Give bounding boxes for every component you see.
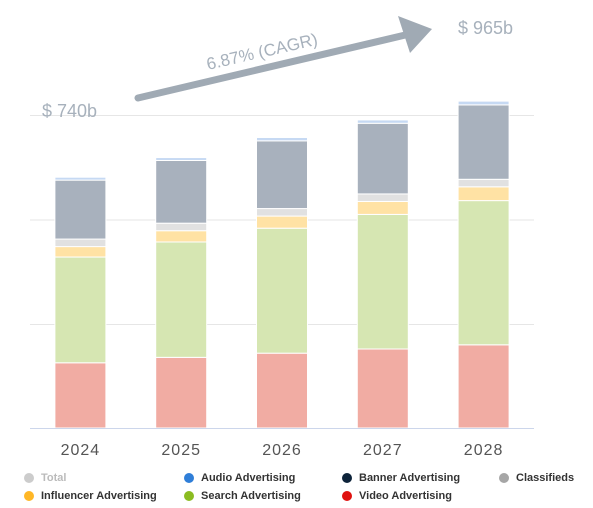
bar-segment-search-advertising-2028[interactable] bbox=[457, 200, 510, 346]
legend-label: Audio Advertising bbox=[201, 472, 296, 484]
annotations: $ 740b $ 965b 6.87% (CAGR) bbox=[42, 16, 513, 121]
bar-segment-influencer-advertising-2025[interactable] bbox=[155, 230, 208, 243]
bar-segment-video-advertising-2027[interactable] bbox=[356, 348, 409, 429]
bar-segment-audio-advertising-2025[interactable] bbox=[155, 157, 208, 161]
bar-segment-influencer-advertising-2024[interactable] bbox=[54, 246, 107, 258]
legend-label: Search Advertising bbox=[201, 490, 301, 502]
bar-segment-influencer-advertising-2028[interactable] bbox=[457, 186, 510, 202]
stacked-bars bbox=[54, 100, 510, 429]
legend-dot-icon bbox=[342, 491, 352, 501]
bar-segment-banner-advertising-2025[interactable] bbox=[155, 159, 208, 224]
bar-segment-video-advertising-2025[interactable] bbox=[155, 356, 208, 429]
legend-dot-icon bbox=[499, 473, 509, 483]
x-tick-label: 2026 bbox=[262, 442, 302, 459]
legend-dot-icon bbox=[24, 473, 34, 483]
legend-item-classifieds[interactable]: Classifieds bbox=[499, 472, 574, 484]
legend-label: Total bbox=[41, 472, 67, 484]
legend-dot-icon bbox=[342, 473, 352, 483]
bar-segment-classifieds-2027[interactable] bbox=[356, 193, 409, 202]
legend-label: Influencer Advertising bbox=[41, 490, 157, 502]
bar-segment-audio-advertising-2024[interactable] bbox=[54, 176, 107, 181]
bar-segment-influencer-advertising-2027[interactable] bbox=[356, 200, 409, 215]
bar-segment-banner-advertising-2027[interactable] bbox=[356, 122, 409, 195]
bar-segment-search-advertising-2024[interactable] bbox=[54, 256, 107, 364]
legend-label: Video Advertising bbox=[359, 490, 452, 502]
legend-item-influencer-advertising[interactable]: Influencer Advertising bbox=[24, 490, 157, 502]
bar-segment-audio-advertising-2028[interactable] bbox=[457, 100, 510, 106]
bar-segment-video-advertising-2028[interactable] bbox=[457, 344, 510, 429]
bar-segment-video-advertising-2026[interactable] bbox=[256, 352, 308, 429]
legend-dot-icon bbox=[24, 491, 34, 501]
chart-area: 2024 2025 2026 2027 2028 $ 740b $ 965b 6.87%… bbox=[30, 16, 534, 459]
x-tick-label: 2028 bbox=[464, 442, 504, 459]
end-value-label: $ 965b bbox=[458, 18, 513, 38]
bar-segment-banner-advertising-2024[interactable] bbox=[54, 179, 107, 240]
cagr-arrow-line bbox=[134, 28, 422, 102]
x-axis: 2024 2025 2026 2027 2028 bbox=[30, 428, 534, 459]
bar-segment-classifieds-2026[interactable] bbox=[256, 208, 308, 217]
legend-item-audio-advertising[interactable]: Audio Advertising bbox=[184, 472, 295, 484]
bar-segment-audio-advertising-2027[interactable] bbox=[356, 119, 409, 124]
bar-segment-search-advertising-2025[interactable] bbox=[155, 241, 208, 358]
legend-dot-icon bbox=[184, 473, 194, 483]
legend-dot-icon bbox=[184, 491, 194, 501]
bar-segment-classifieds-2025[interactable] bbox=[155, 222, 208, 232]
bar-segment-influencer-advertising-2026[interactable] bbox=[256, 215, 308, 229]
bar-segment-classifieds-2028[interactable] bbox=[457, 178, 510, 188]
x-tick-label: 2025 bbox=[161, 442, 201, 459]
start-value-label: $ 740b bbox=[42, 101, 97, 121]
cagr-arrow-head-icon bbox=[398, 16, 432, 53]
legend-label: Banner Advertising bbox=[359, 472, 461, 484]
legend-item-search-advertising[interactable]: Search Advertising bbox=[184, 490, 301, 502]
bar-segment-video-advertising-2024[interactable] bbox=[54, 362, 107, 429]
legend-item-banner-advertising[interactable]: Banner Advertising bbox=[342, 472, 460, 484]
legend-label: Classifieds bbox=[516, 472, 575, 484]
x-tick-label: 2027 bbox=[363, 442, 403, 459]
bar-segment-search-advertising-2026[interactable] bbox=[256, 227, 308, 354]
legend-item-total[interactable]: Total bbox=[24, 472, 66, 484]
bar-segment-banner-advertising-2028[interactable] bbox=[457, 104, 510, 180]
bar-segment-search-advertising-2027[interactable] bbox=[356, 213, 409, 350]
bar-segment-banner-advertising-2026[interactable] bbox=[256, 140, 308, 210]
bar-segment-audio-advertising-2026[interactable] bbox=[256, 136, 308, 142]
legend-item-video-advertising[interactable]: Video Advertising bbox=[342, 490, 452, 502]
bar-segment-classifieds-2024[interactable] bbox=[54, 238, 107, 248]
x-tick-label: 2024 bbox=[61, 442, 101, 459]
